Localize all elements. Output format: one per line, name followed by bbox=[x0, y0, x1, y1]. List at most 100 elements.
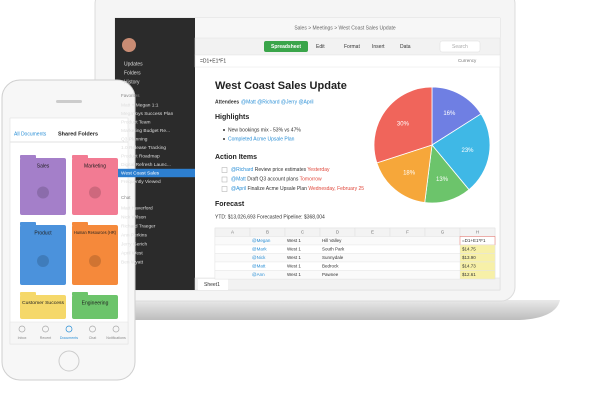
chat-contact[interactable]: Ben Wyatt bbox=[121, 259, 144, 265]
cell: Bedrock bbox=[322, 263, 339, 268]
toolbar-button[interactable]: Format bbox=[344, 44, 360, 50]
laptop-base bbox=[60, 300, 560, 320]
doc-title: West Coast Sales Update bbox=[215, 80, 347, 92]
folder[interactable] bbox=[20, 158, 66, 215]
toolbar-button[interactable]: Insert bbox=[372, 44, 385, 50]
heading: Highlights bbox=[215, 114, 249, 121]
sidebar-heading: Favorites bbox=[121, 93, 140, 98]
pie-label: 18% bbox=[403, 170, 416, 176]
currency-select[interactable]: Currency bbox=[458, 58, 477, 63]
toolbar-button[interactable]: Data bbox=[400, 44, 411, 50]
search-box[interactable] bbox=[439, 40, 481, 53]
cell: $13.90 bbox=[462, 255, 476, 260]
action-item: @April Finalize Acme Upsale Plan Wednesd… bbox=[231, 186, 364, 192]
action-due: Yesterday bbox=[307, 167, 330, 173]
pie-label: 30% bbox=[397, 121, 410, 127]
cell: West 1 bbox=[287, 255, 301, 260]
action-task: Review price estimates bbox=[255, 167, 307, 173]
checkbox[interactable] bbox=[221, 167, 228, 173]
action-task: Draft Q3 account plans bbox=[247, 177, 299, 183]
cell: @Mark bbox=[252, 246, 267, 251]
chat-contact[interactable]: Ann Perkins bbox=[121, 232, 147, 238]
tab-icon bbox=[112, 325, 120, 333]
folder[interactable] bbox=[72, 295, 118, 319]
folder-icon bbox=[89, 186, 101, 199]
tab-bar bbox=[9, 321, 129, 345]
tab-label[interactable]: Notifications bbox=[106, 336, 126, 340]
column-label: G bbox=[441, 229, 445, 234]
sidebar-favorite[interactable]: West Coast Sales bbox=[121, 170, 160, 176]
sidebar-favorite[interactable]: Digital Refresh Launc... bbox=[121, 162, 171, 168]
action-due: Wednesday, February 25 bbox=[308, 186, 364, 192]
pie-label: 13% bbox=[436, 177, 449, 183]
cell: West 1 bbox=[287, 238, 301, 243]
column-label: F bbox=[406, 229, 409, 234]
cell: $12.61 bbox=[462, 272, 476, 277]
sidebar-favorite[interactable]: MegaToys Success Plan bbox=[121, 111, 174, 117]
sidebar-favorite[interactable]: Product Team bbox=[121, 119, 151, 125]
chat-contact[interactable]: Jerry Gerich bbox=[121, 241, 147, 247]
folder-tab bbox=[72, 222, 88, 226]
sidebar-favorite[interactable]: Q3 Planning bbox=[121, 136, 148, 142]
heading: Forecast bbox=[215, 201, 245, 208]
sheet-tab[interactable] bbox=[198, 279, 228, 290]
mode-button[interactable] bbox=[264, 41, 308, 52]
tab-label[interactable]: Inbox bbox=[18, 336, 27, 340]
cell: =D1+E1*F1 bbox=[462, 238, 486, 243]
tab-icon bbox=[42, 325, 49, 333]
chat-contact[interactable]: Nick Wilson bbox=[121, 214, 146, 220]
sidebar-favorite[interactable]: Frequently Viewed bbox=[121, 179, 161, 185]
sidebar-item[interactable]: Folders bbox=[124, 70, 141, 76]
folder-tab bbox=[20, 292, 36, 296]
tab-label[interactable]: Documents bbox=[60, 336, 78, 340]
active-item bbox=[115, 168, 195, 178]
checkbox[interactable] bbox=[221, 186, 228, 192]
cell: West 1 bbox=[287, 246, 301, 251]
sidebar-favorite[interactable]: Matt + Megan 1:1 bbox=[121, 102, 159, 108]
cell: South Park bbox=[322, 246, 345, 251]
tab-label[interactable]: Chat bbox=[89, 336, 97, 340]
sidebar-favorite[interactable]: 1.0 Release Tracking bbox=[121, 145, 166, 151]
sidebar-favorite[interactable]: Product Roadmap bbox=[121, 153, 160, 159]
formula: =D1+E1*F1 bbox=[200, 58, 226, 64]
sidebar-item[interactable]: Updates bbox=[124, 61, 143, 67]
folder-name: Human Resources (HR) bbox=[74, 230, 117, 235]
title-bar bbox=[195, 18, 500, 38]
folder[interactable] bbox=[72, 225, 118, 285]
column-label: B bbox=[266, 229, 269, 234]
sidebar-item[interactable]: History bbox=[124, 79, 140, 85]
search-placeholder: Search bbox=[452, 44, 468, 50]
home-button[interactable] bbox=[58, 350, 80, 372]
attendees: @Matt @Richard @Jerry @April bbox=[241, 99, 314, 105]
chat-contact[interactable]: Richard Traeger bbox=[121, 223, 156, 229]
checkbox[interactable] bbox=[221, 176, 228, 183]
attendees-label: Attendees bbox=[215, 99, 239, 105]
folder[interactable] bbox=[72, 158, 118, 215]
chat-contact[interactable]: Matt Haverford bbox=[121, 205, 153, 211]
action-who: @Matt bbox=[231, 177, 246, 183]
folder[interactable] bbox=[20, 295, 66, 319]
cell: West 1 bbox=[287, 263, 301, 268]
back-link[interactable]: All Documents bbox=[14, 131, 47, 137]
formula-bar bbox=[194, 54, 501, 68]
chat-contact[interactable]: April West bbox=[121, 250, 143, 256]
forecast-text: YTD: $13,026,693 Forecasted Pipeline: $3… bbox=[215, 214, 325, 220]
highlight-cell bbox=[459, 270, 496, 280]
folder-tab bbox=[20, 222, 36, 226]
folder[interactable] bbox=[20, 225, 66, 285]
column-label: C bbox=[301, 229, 305, 234]
cell: Sunnydale bbox=[322, 255, 344, 260]
toolbar-button[interactable]: Edit bbox=[316, 44, 325, 50]
heading: Action Items bbox=[215, 154, 257, 161]
cell: @Matt bbox=[252, 263, 266, 268]
folder-tab bbox=[72, 155, 88, 159]
folder-name: Sales bbox=[37, 163, 50, 169]
cell: @Nick bbox=[252, 255, 266, 260]
pie-slice bbox=[373, 86, 433, 164]
sidebar-favorite[interactable]: Marketing Budget Re... bbox=[121, 128, 170, 134]
tab-label[interactable]: Recent bbox=[40, 336, 51, 340]
folder-name: Engineering bbox=[82, 300, 109, 306]
action-item: @Matt Draft Q3 account plans Tomorrow bbox=[231, 177, 322, 183]
column-label: D bbox=[336, 229, 340, 234]
pie-label: 16% bbox=[443, 111, 456, 117]
